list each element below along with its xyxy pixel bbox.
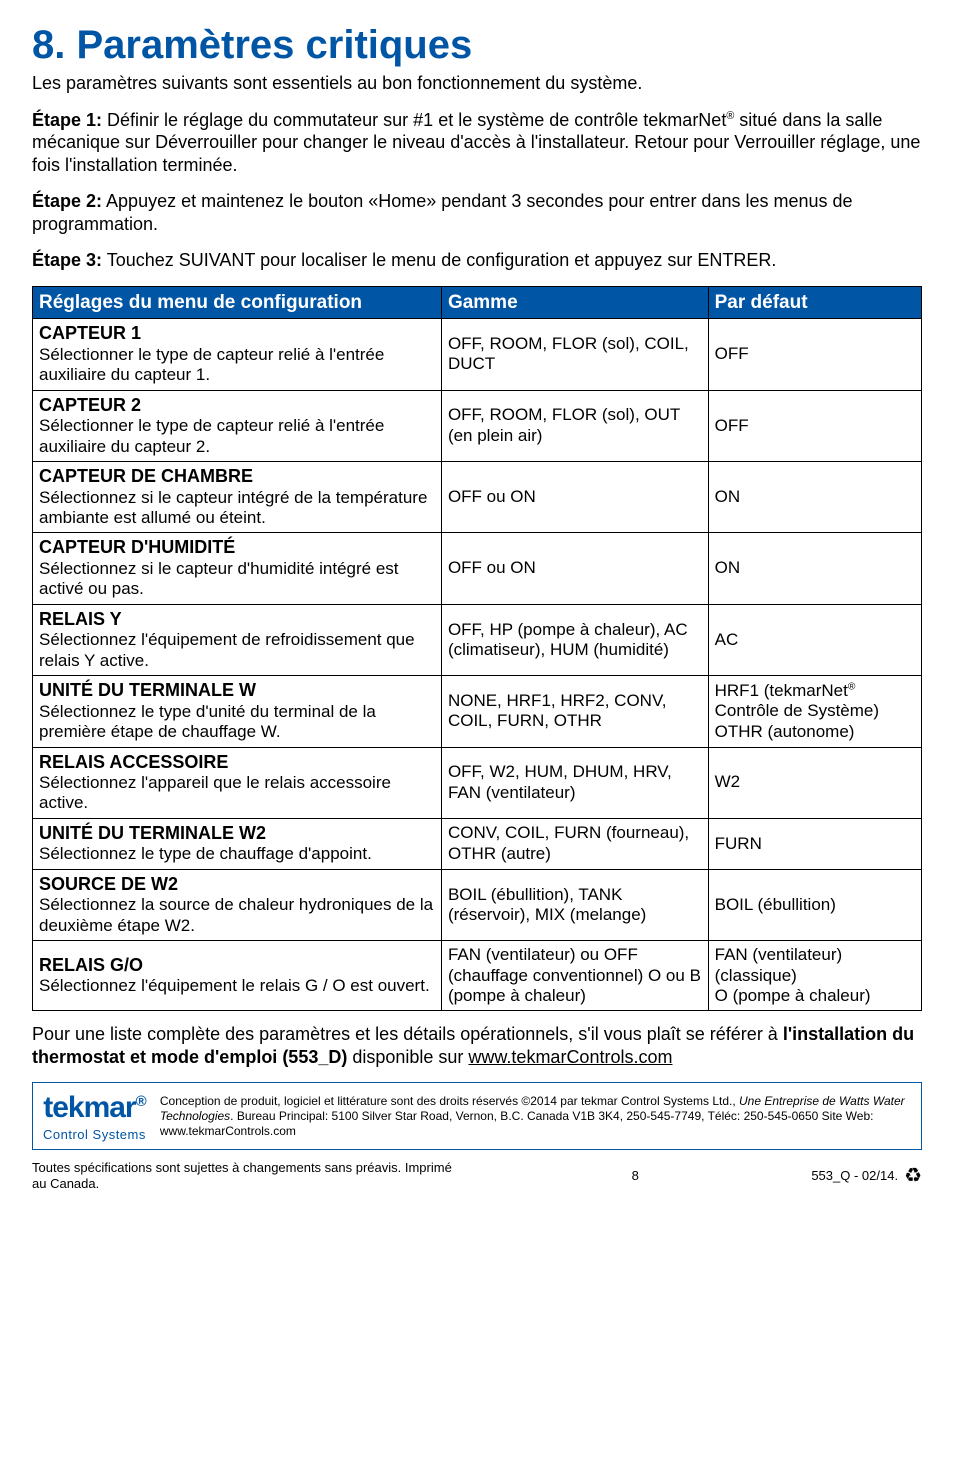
logo-text-a: Conception de produit, logiciel et litté… (160, 1094, 739, 1108)
step-1: Étape 1: Définir le réglage du commutate… (32, 109, 922, 177)
cell-setting: CAPTEUR DE CHAMBRESélectionnez si le cap… (33, 462, 442, 533)
logo-brand-text: tekmar (43, 1091, 135, 1124)
table-row: CAPTEUR DE CHAMBRESélectionnez si le cap… (33, 462, 922, 533)
cell-range: BOIL (ébullition), TANK (réservoir), MIX… (441, 869, 708, 940)
note-link[interactable]: www.tekmarControls.com (468, 1047, 672, 1067)
cell-setting: UNITÉ DU TERMINALE W2Sélectionnez le typ… (33, 818, 442, 869)
cell-default: BOIL (ébullition) (708, 869, 921, 940)
row-desc: Sélectionnez le type de chauffage d'appo… (39, 844, 372, 863)
row-desc: Sélectionnez l'équipement le relais G / … (39, 976, 430, 995)
row-title: UNITÉ DU TERMINALE W2 (39, 823, 435, 845)
table-row: RELAIS G/OSélectionnez l'équipement le r… (33, 941, 922, 1011)
row-title: CAPTEUR D'HUMIDITÉ (39, 537, 435, 559)
row-title: RELAIS Y (39, 609, 435, 631)
row-title: SOURCE DE W2 (39, 874, 435, 896)
cell-setting: UNITÉ DU TERMINALE WSélectionnez le type… (33, 676, 442, 747)
logo-sub: Control Systems (43, 1127, 146, 1143)
logo-mark: tekmar® Control Systems (43, 1089, 146, 1143)
cell-default: W2 (708, 747, 921, 818)
cell-range: OFF, ROOM, FLOR (sol), OUT (en plein air… (441, 390, 708, 461)
cell-default: ON (708, 462, 921, 533)
page-footer: Toutes spécifications sont sujettes à ch… (32, 1160, 922, 1193)
config-table: Réglages du menu de configuration Gamme … (32, 286, 922, 1012)
table-row: UNITÉ DU TERMINALE WSélectionnez le type… (33, 676, 922, 747)
intro-text: Les paramètres suivants sont essentiels … (32, 72, 922, 95)
row-desc: Sélectionner le type de capteur relié à … (39, 345, 384, 384)
cell-range: FAN (ventilateur) ou OFF (chauffage conv… (441, 941, 708, 1011)
table-row: CAPTEUR 2Sélectionner le type de capteur… (33, 390, 922, 461)
step-1-label: Étape 1: (32, 110, 102, 130)
cell-setting: RELAIS G/OSélectionnez l'équipement le r… (33, 941, 442, 1011)
table-row: RELAIS YSélectionnez l'équipement de ref… (33, 604, 922, 675)
step-1-text-a: Définir le réglage du commutateur sur #1… (102, 110, 726, 130)
logo-brand: tekmar® (43, 1089, 146, 1127)
cell-range: OFF, W2, HUM, DHUM, HRV, FAN (ventilateu… (441, 747, 708, 818)
step-2: Étape 2: Appuyez et maintenez le bouton … (32, 190, 922, 235)
cell-default: OFF (708, 390, 921, 461)
page-title: 8. Paramètres critiques (32, 20, 922, 70)
step-3: Étape 3: Touchez SUIVANT pour localiser … (32, 249, 922, 272)
row-desc: Sélectionner le type de capteur relié à … (39, 416, 384, 455)
cell-setting: CAPTEUR 1Sélectionner le type de capteur… (33, 319, 442, 390)
row-title: RELAIS ACCESSOIRE (39, 752, 435, 774)
logo-legal-text: Conception de produit, logiciel et litté… (160, 1094, 911, 1139)
cell-range: NONE, HRF1, HRF2, CONV, COIL, FURN, OTHR (441, 676, 708, 747)
header-setting: Réglages du menu de configuration (33, 286, 442, 319)
footer-right: 553_Q - 02/14. ♻ (811, 1166, 922, 1186)
row-title: CAPTEUR 2 (39, 395, 435, 417)
cell-default: FAN (ventilateur) (classique) O (pompe à… (708, 941, 921, 1011)
cell-default: ON (708, 533, 921, 604)
cell-range: OFF, ROOM, FLOR (sol), COIL, DUCT (441, 319, 708, 390)
cell-setting: CAPTEUR D'HUMIDITÉSélectionnez si le cap… (33, 533, 442, 604)
cell-range: CONV, COIL, FURN (fourneau), OTHR (autre… (441, 818, 708, 869)
recycle-icon: ♻ (904, 1166, 922, 1186)
table-row: CAPTEUR D'HUMIDITÉSélectionnez si le cap… (33, 533, 922, 604)
cell-default: AC (708, 604, 921, 675)
logo-text-b: . Bureau Principal: 5100 Silver Star Roa… (160, 1109, 874, 1138)
row-desc: Sélectionnez l'équipement de refroidisse… (39, 630, 415, 669)
row-desc: Sélectionnez la source de chaleur hydron… (39, 895, 433, 934)
table-row: RELAIS ACCESSOIRESélectionnez l'appareil… (33, 747, 922, 818)
footer-page-number: 8 (632, 1168, 639, 1184)
row-desc: Sélectionnez l'appareil que le relais ac… (39, 773, 391, 812)
row-title: CAPTEUR 1 (39, 323, 435, 345)
table-row: UNITÉ DU TERMINALE W2Sélectionnez le typ… (33, 818, 922, 869)
cell-range: OFF ou ON (441, 533, 708, 604)
cell-setting: CAPTEUR 2Sélectionner le type de capteur… (33, 390, 442, 461)
row-title: UNITÉ DU TERMINALE W (39, 680, 435, 702)
cell-default: OFF (708, 319, 921, 390)
table-row: CAPTEUR 1Sélectionner le type de capteur… (33, 319, 922, 390)
note-text-a: Pour une liste complète des paramètres e… (32, 1024, 783, 1044)
table-row: SOURCE DE W2Sélectionnez la source de ch… (33, 869, 922, 940)
step-2-label: Étape 2: (32, 191, 102, 211)
logo-brand-sup: ® (136, 1093, 146, 1110)
step-2-text: Appuyez et maintenez le bouton «Home» pe… (32, 191, 853, 234)
step-3-label: Étape 3: (32, 250, 102, 270)
row-title: CAPTEUR DE CHAMBRE (39, 466, 435, 488)
cell-range: OFF, HP (pompe à chaleur), AC (climatise… (441, 604, 708, 675)
cell-setting: RELAIS YSélectionnez l'équipement de ref… (33, 604, 442, 675)
row-desc: Sélectionnez si le capteur d'humidité in… (39, 559, 399, 598)
cell-default: FURN (708, 818, 921, 869)
footer-left: Toutes spécifications sont sujettes à ch… (32, 1160, 459, 1193)
reference-note: Pour une liste complète des paramètres e… (32, 1023, 922, 1068)
row-desc: Sélectionnez le type d'unité du terminal… (39, 702, 376, 741)
cell-default: HRF1 (tekmarNet® Contrôle de Système) OT… (708, 676, 921, 747)
cell-setting: SOURCE DE W2Sélectionnez la source de ch… (33, 869, 442, 940)
footer-right-text: 553_Q - 02/14. (811, 1168, 898, 1184)
header-range: Gamme (441, 286, 708, 319)
header-default: Par défaut (708, 286, 921, 319)
logo-box: tekmar® Control Systems Conception de pr… (32, 1082, 922, 1150)
cell-range: OFF ou ON (441, 462, 708, 533)
row-title: RELAIS G/O (39, 955, 435, 977)
note-text-b: disponible sur (347, 1047, 468, 1067)
cell-setting: RELAIS ACCESSOIRESélectionnez l'appareil… (33, 747, 442, 818)
table-header-row: Réglages du menu de configuration Gamme … (33, 286, 922, 319)
row-desc: Sélectionnez si le capteur intégré de la… (39, 488, 427, 527)
step-3-text: Touchez SUIVANT pour localiser le menu d… (102, 250, 776, 270)
